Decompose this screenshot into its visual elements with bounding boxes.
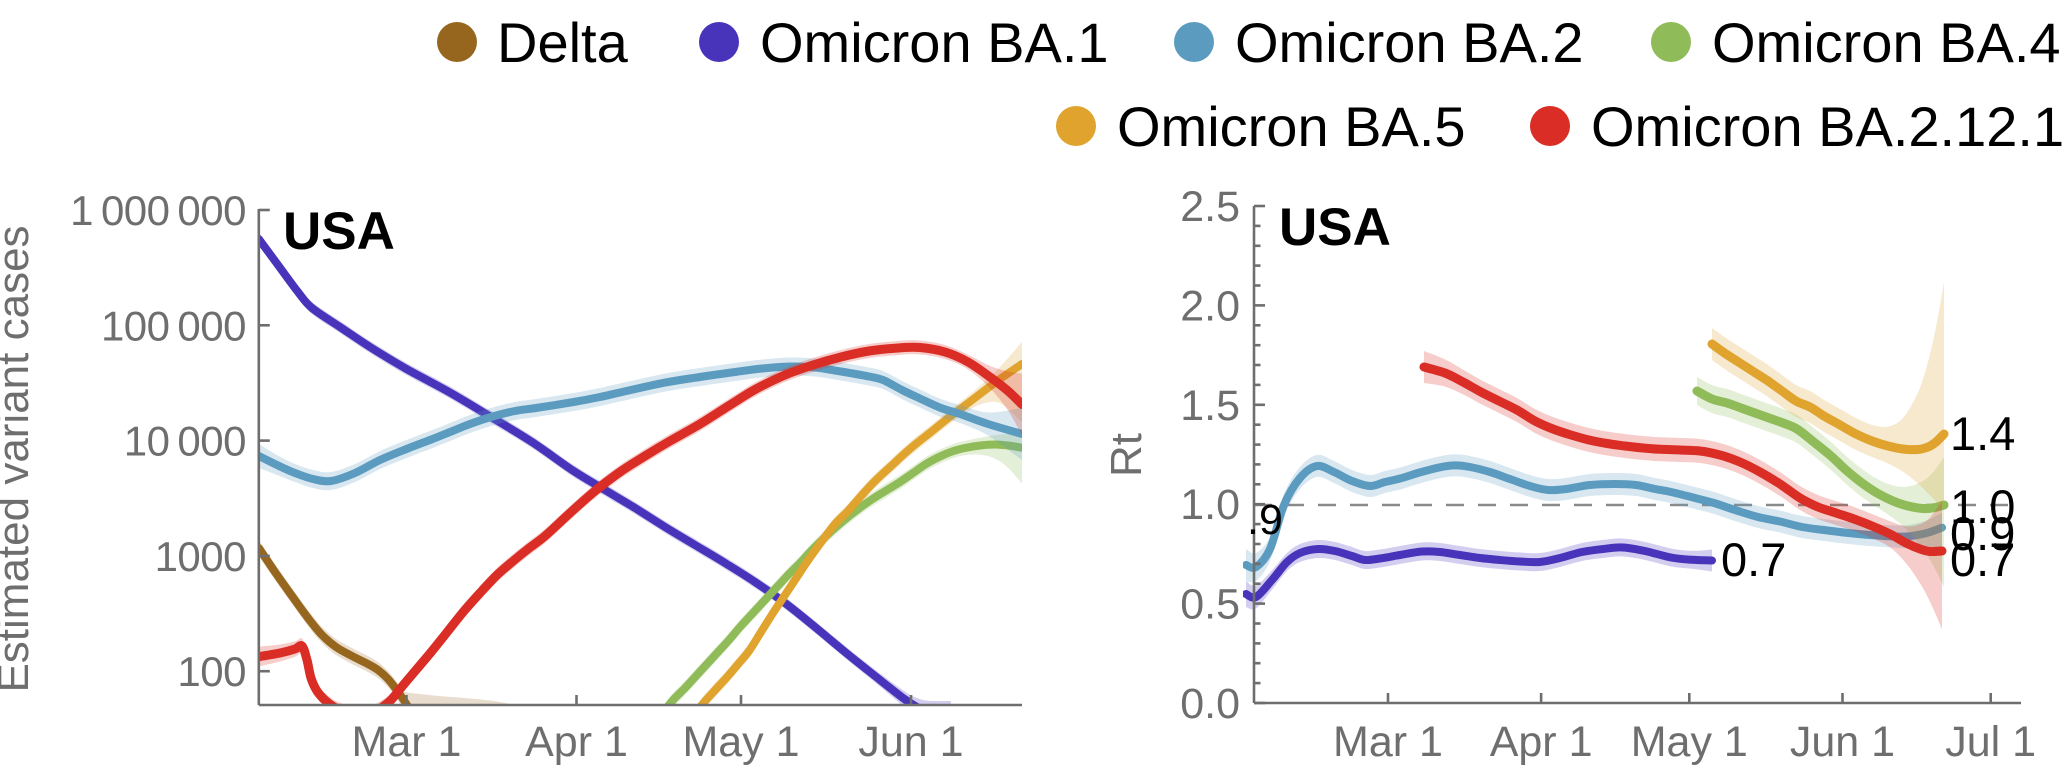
- svg-text:Apr 1: Apr 1: [1490, 718, 1593, 766]
- svg-text:Apr 1: Apr 1: [525, 718, 628, 766]
- svg-text:May 1: May 1: [1631, 718, 1748, 766]
- svg-text:Rt: Rt: [1102, 433, 1151, 477]
- svg-text:Mar 1: Mar 1: [352, 718, 462, 766]
- svg-text:USA: USA: [1279, 198, 1391, 257]
- svg-text:100 000: 100 000: [101, 302, 246, 349]
- svg-text:100: 100: [177, 648, 246, 695]
- svg-text:USA: USA: [283, 202, 395, 261]
- svg-text:Estimated variant cases: Estimated variant cases: [0, 225, 38, 692]
- svg-text:Omicron BA.5: Omicron BA.5: [1117, 95, 1466, 158]
- svg-text:May 1: May 1: [682, 718, 799, 766]
- svg-text:0.0: 0.0: [1180, 680, 1240, 728]
- svg-text:Jun 1: Jun 1: [1790, 718, 1895, 766]
- svg-text:1 000 000: 1 000 000: [70, 187, 246, 234]
- svg-text:.9: .9: [1247, 496, 1283, 544]
- svg-text:1.4: 1.4: [1950, 407, 2015, 460]
- svg-text:0.9: 0.9: [1950, 507, 2015, 560]
- svg-text:Omicron BA.2.12.1: Omicron BA.2.12.1: [1591, 95, 2064, 158]
- svg-text:Omicron BA.4: Omicron BA.4: [1712, 11, 2061, 74]
- svg-text:Jun 1: Jun 1: [858, 718, 963, 766]
- svg-text:2.5: 2.5: [1180, 183, 1240, 231]
- svg-text:1.0: 1.0: [1180, 481, 1240, 529]
- svg-text:10 000: 10 000: [124, 418, 246, 465]
- svg-text:Delta: Delta: [497, 11, 629, 74]
- svg-text:0.7: 0.7: [1950, 533, 2015, 586]
- svg-text:1000: 1000: [155, 533, 246, 580]
- svg-text:Omicron BA.2: Omicron BA.2: [1235, 11, 1584, 74]
- svg-text:Mar 1: Mar 1: [1333, 718, 1443, 766]
- svg-text:0.5: 0.5: [1180, 581, 1240, 629]
- svg-text:Jul 1: Jul 1: [1945, 718, 2036, 766]
- svg-text:Omicron BA.1: Omicron BA.1: [760, 11, 1109, 74]
- svg-text:0.7: 0.7: [1721, 533, 1786, 586]
- svg-text:1.5: 1.5: [1180, 382, 1240, 430]
- svg-text:1.0: 1.0: [1950, 480, 2015, 533]
- svg-text:2.0: 2.0: [1180, 282, 1240, 330]
